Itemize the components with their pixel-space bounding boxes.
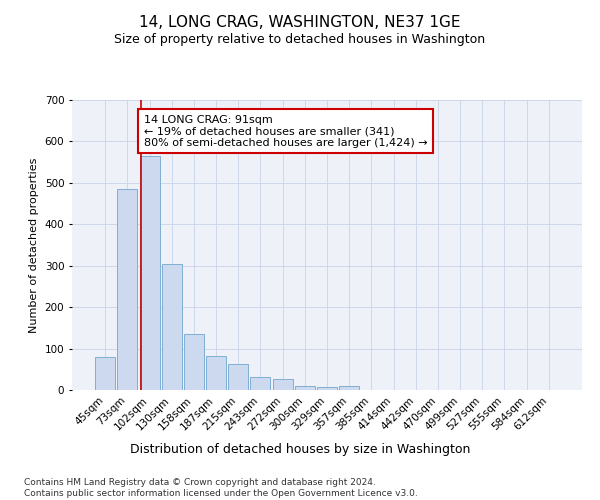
Bar (272, 379, 293, 390)
Bar (206, 356, 226, 390)
Text: Size of property relative to detached houses in Washington: Size of property relative to detached ho… (115, 32, 485, 46)
Bar (317, 387, 337, 390)
Bar (140, 156, 160, 390)
Bar (339, 386, 359, 390)
Bar (295, 386, 315, 390)
Bar (228, 364, 248, 390)
Bar (184, 334, 204, 390)
Y-axis label: Number of detached properties: Number of detached properties (29, 158, 39, 332)
Bar (162, 264, 182, 390)
Text: Distribution of detached houses by size in Washington: Distribution of detached houses by size … (130, 442, 470, 456)
Bar (118, 189, 137, 390)
Text: 14, LONG CRAG, WASHINGTON, NE37 1GE: 14, LONG CRAG, WASHINGTON, NE37 1GE (139, 15, 461, 30)
Text: 14 LONG CRAG: 91sqm
← 19% of detached houses are smaller (341)
80% of semi-detac: 14 LONG CRAG: 91sqm ← 19% of detached ho… (144, 114, 428, 148)
Bar (250, 376, 271, 390)
Bar (95, 357, 115, 390)
Text: Contains HM Land Registry data © Crown copyright and database right 2024.
Contai: Contains HM Land Registry data © Crown c… (24, 478, 418, 498)
